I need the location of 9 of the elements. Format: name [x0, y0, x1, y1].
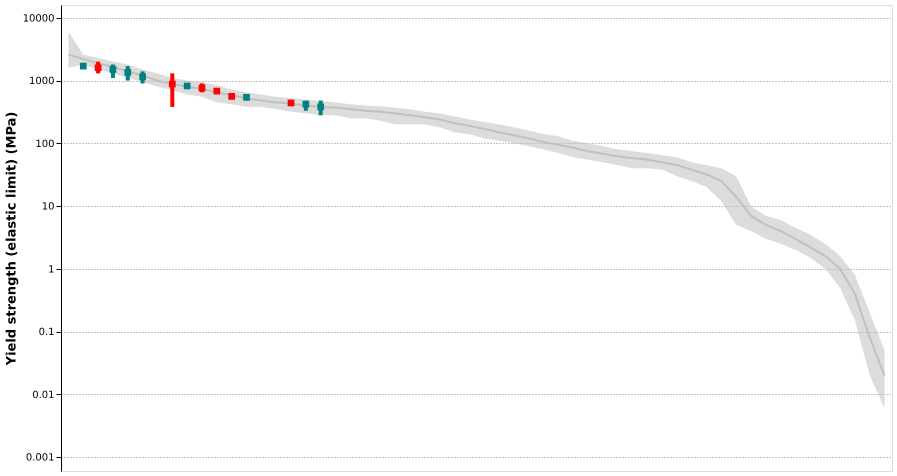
y-tick-label: 0.1 [38, 327, 54, 338]
y-tick-label: 1 [48, 264, 54, 276]
y-tick-label: 0.001 [26, 452, 54, 464]
y-tick-label: 10 [42, 202, 54, 213]
y-axis-title: Yield strength (elastic limit) (MPa) [4, 112, 20, 366]
y-tick-label: 10000 [22, 13, 54, 24]
y-tick-label: 1000 [29, 76, 54, 88]
y-tick-label: 0.01 [32, 390, 54, 401]
y-tick-label: 100 [35, 138, 54, 150]
